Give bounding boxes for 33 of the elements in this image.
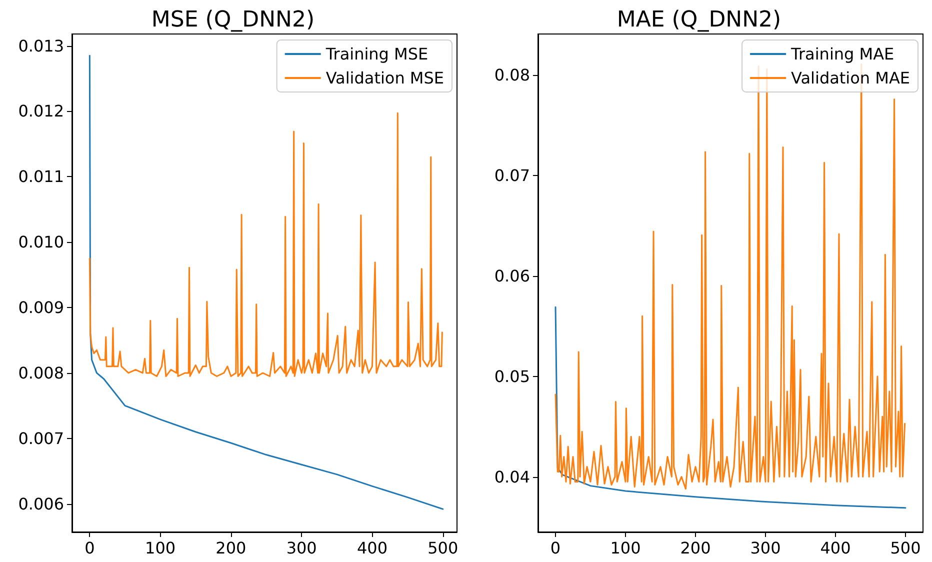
y-tick-label: 0.011	[18, 167, 64, 186]
x-tick-label: 300	[750, 538, 781, 558]
chart-title: MSE (Q_DNN2)	[151, 8, 315, 32]
x-tick-label: 400	[356, 538, 388, 558]
legend-label: Training MAE	[790, 44, 894, 64]
x-tick-label: 100	[145, 538, 176, 558]
legend-label: Validation MAE	[791, 68, 910, 88]
chart-title: MAE (Q_DNN2)	[616, 8, 782, 32]
x-tick-label: 300	[286, 538, 317, 558]
y-tick-label: 0.08	[494, 66, 530, 85]
y-tick-label: 0.009	[18, 298, 64, 318]
y-tick-label: 0.06	[494, 266, 530, 286]
y-tick-label: 0.04	[494, 467, 530, 486]
line-series	[88, 112, 443, 377]
y-tick-label: 0.006	[18, 494, 64, 514]
x-tick-label: 200	[216, 538, 246, 558]
x-tick-label: 100	[610, 538, 641, 558]
x-tick-label: 200	[680, 538, 711, 558]
x-tick-label: 0	[550, 538, 561, 558]
x-tick-label: 400	[820, 538, 851, 558]
x-tick-label: 500	[890, 538, 921, 558]
x-tick-label: 0	[84, 538, 95, 558]
y-tick-label: 0.05	[494, 366, 530, 386]
y-tick-label: 0.008	[18, 363, 64, 382]
legend-label: Training MSE	[324, 44, 428, 64]
y-tick-label: 0.010	[18, 232, 64, 252]
y-tick-label: 0.012	[18, 102, 64, 121]
line-series	[554, 306, 906, 509]
x-tick-label: 500	[428, 538, 458, 558]
legend-label: Validation MSE	[326, 68, 444, 88]
y-tick-label: 0.07	[494, 166, 530, 186]
y-tick-label: 0.007	[18, 428, 64, 448]
y-tick-label: 0.013	[18, 36, 64, 56]
